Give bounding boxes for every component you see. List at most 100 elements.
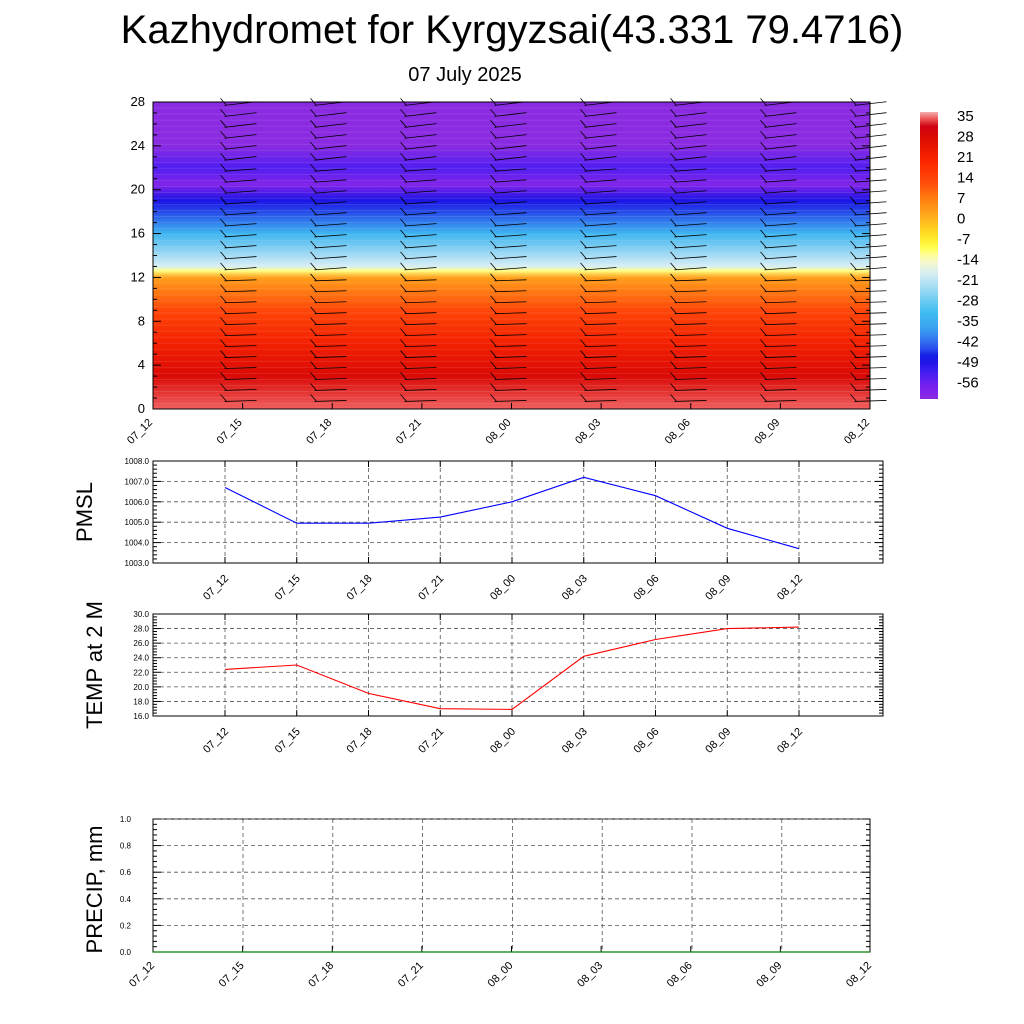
wind-barb xyxy=(494,400,527,402)
wind-barb xyxy=(314,356,347,358)
wind-barb xyxy=(224,389,257,391)
wind-barb-flag xyxy=(670,174,677,183)
wind-barb-flag xyxy=(400,284,407,293)
wind-barb-flag xyxy=(580,207,587,216)
wind-barb-flag xyxy=(850,163,857,172)
wind-barb-flag xyxy=(490,372,497,380)
wind-barb xyxy=(404,112,437,117)
wind-barb xyxy=(404,400,437,402)
wind-barb-flag xyxy=(850,328,857,336)
wind-barb xyxy=(494,267,527,271)
wind-barb xyxy=(584,389,617,391)
temperature-heatmap: 0 4 8 12 16 20 24 28 07_12 07_15 07_18 07_21 08_00 08… xyxy=(125,94,887,447)
wind-barb-flag xyxy=(760,174,767,183)
wind-barb-flag xyxy=(220,251,227,260)
wind-barb-flag xyxy=(490,317,497,325)
x-tick-label: 07_18 xyxy=(304,417,334,447)
wind-barb-flag xyxy=(760,207,767,216)
wind-barb xyxy=(674,190,707,194)
wind-barb-flag xyxy=(760,120,767,128)
wind-barb xyxy=(404,201,437,205)
wind-barb-flag xyxy=(310,284,317,293)
wind-barb xyxy=(764,367,797,369)
wind-barb xyxy=(674,234,707,238)
y-tick-label: 0.0 xyxy=(120,948,132,957)
wind-barb xyxy=(494,134,527,139)
x-tick-label: 08_09 xyxy=(754,960,784,990)
wind-barb xyxy=(764,389,797,391)
wind-barb-flag xyxy=(850,152,857,161)
wind-barb-flag xyxy=(490,339,497,347)
wind-barb-flag xyxy=(490,131,497,139)
colorbar: 35 28 21 14 7 0 -7 -14 -21 -28 -35 -42 -49 -56 xyxy=(920,108,979,399)
wind-barb xyxy=(314,312,347,315)
wind-barb xyxy=(224,345,257,347)
wind-barb-flag xyxy=(310,240,317,249)
wind-barb xyxy=(224,212,257,216)
wind-barb xyxy=(404,156,437,161)
x-tick-label: 08_00 xyxy=(488,726,518,756)
wind-barb-flag xyxy=(220,372,227,380)
wind-barb xyxy=(584,190,617,194)
wind-barb-flag xyxy=(310,131,317,139)
wind-barb-flag xyxy=(760,306,767,314)
wind-barb xyxy=(224,334,257,337)
wind-barb-flag xyxy=(490,383,497,391)
x-tick-label: 08_06 xyxy=(632,726,662,756)
wind-barb xyxy=(404,345,437,347)
wind-barb xyxy=(404,367,437,369)
wind-barb-flag xyxy=(490,207,497,216)
colorbar-label: -42 xyxy=(957,334,979,351)
wind-barb xyxy=(404,223,437,227)
wind-barb xyxy=(494,123,527,128)
wind-barb-flag xyxy=(850,350,857,358)
wind-barb xyxy=(584,223,617,227)
wind-barb-flag xyxy=(670,295,677,304)
y-tick-label: 30.0 xyxy=(133,610,149,619)
wind-barb-flag xyxy=(400,185,407,194)
wind-barb xyxy=(224,356,257,358)
wind-barb xyxy=(584,245,617,249)
wind-barb-flag xyxy=(670,372,677,380)
wind-barb-flag xyxy=(580,152,587,161)
wind-barb-flag xyxy=(670,229,677,238)
wind-barb xyxy=(764,345,797,347)
wind-barb-flag xyxy=(670,251,677,260)
wind-barb-flag xyxy=(850,306,857,314)
wind-barb xyxy=(494,179,527,183)
y-tick-label: 20 xyxy=(131,182,145,197)
wind-barb xyxy=(404,389,437,391)
wind-barb xyxy=(764,168,797,172)
x-tick-label: 07_18 xyxy=(345,573,375,603)
y-tick-label: 1003.0 xyxy=(125,559,150,568)
wind-barb-flag xyxy=(760,131,767,139)
wind-barb-flag xyxy=(670,394,677,402)
wind-barb-flag xyxy=(490,361,497,369)
wind-barb xyxy=(674,123,707,128)
wind-barb-flag xyxy=(760,273,767,282)
wind-barb xyxy=(764,378,797,380)
wind-barb-flag xyxy=(580,295,587,304)
wind-barb-flag xyxy=(490,229,497,238)
wind-barb-flag xyxy=(760,372,767,380)
wind-barb-flag xyxy=(310,207,317,216)
y-tick-label: 28.0 xyxy=(133,625,149,634)
wind-barb-flag xyxy=(490,174,497,183)
wind-barb-flag xyxy=(850,196,857,205)
temp2m-panel: 16.0 18.0 20.0 22.0 24.0 26.0 28.0 30.0 07_12 07_… xyxy=(82,601,884,756)
wind-barb-flag xyxy=(580,284,587,293)
wind-barb xyxy=(404,279,437,282)
wind-barb xyxy=(674,356,707,358)
wind-barb xyxy=(494,389,527,391)
y-tick-label: 0.4 xyxy=(120,895,132,904)
wind-barb xyxy=(314,179,347,183)
wind-barb-flag xyxy=(760,350,767,358)
wind-barb-column xyxy=(580,98,617,402)
wind-barb-flag xyxy=(760,295,767,304)
wind-barb xyxy=(494,334,527,337)
wind-barb-flag xyxy=(400,306,407,314)
wind-barb-flag xyxy=(220,350,227,358)
wind-barb-flag xyxy=(400,141,407,150)
wind-barb-flag xyxy=(220,284,227,293)
wind-barb xyxy=(674,245,707,249)
